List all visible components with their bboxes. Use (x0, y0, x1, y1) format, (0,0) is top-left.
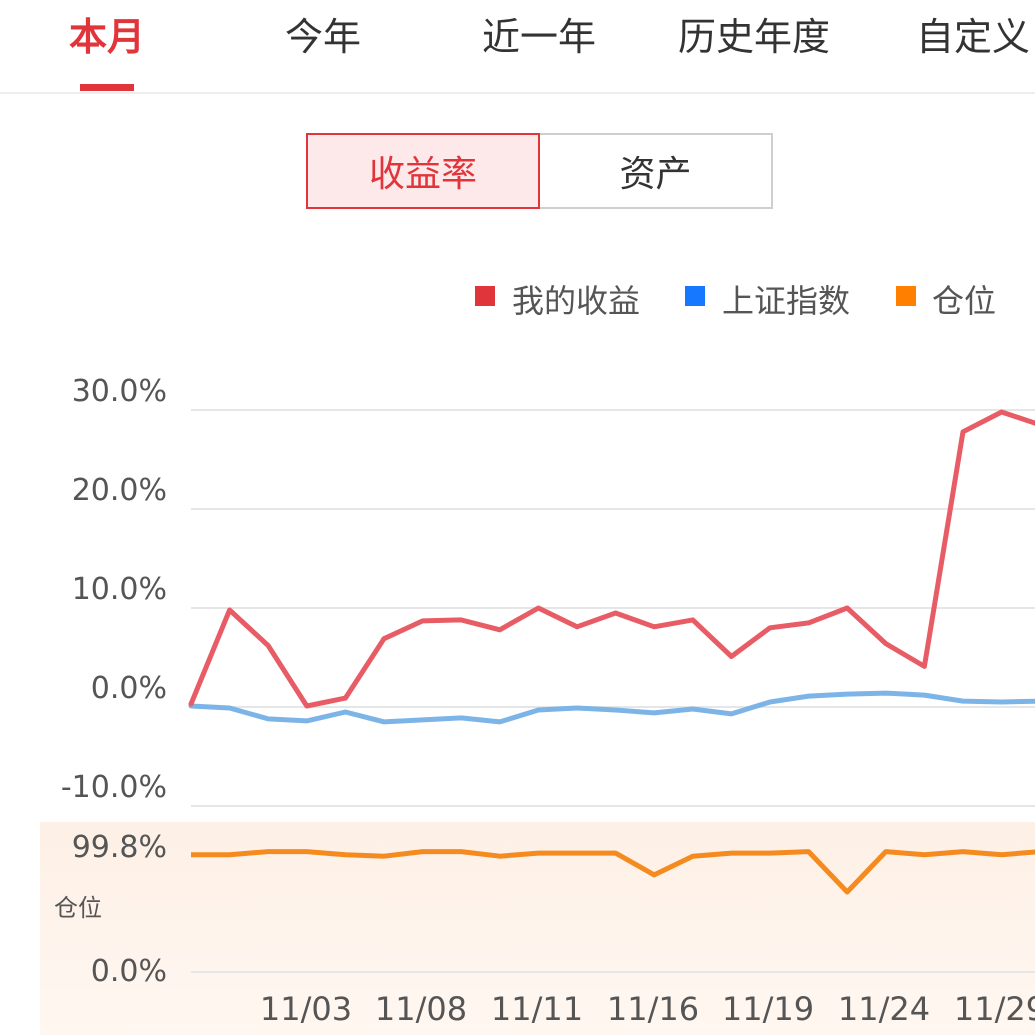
tab-this-year[interactable]: 今年 (285, 15, 362, 59)
legend-position[interactable]: 仓位 (932, 282, 997, 320)
y-tick-label: 30.0% (71, 374, 167, 409)
series-line-shanghai-index (188, 690, 1035, 725)
x-tick-label: 11/19 (721, 990, 815, 1028)
tab-this-month[interactable]: 本月 (69, 15, 146, 59)
position-axis-label: 仓位 (54, 894, 102, 922)
position-panel (40, 822, 1035, 1035)
x-tick-label: 11/11 (490, 990, 584, 1028)
y-tick-label: -10.0% (60, 770, 167, 805)
y-tick-label: 0.0% (90, 671, 167, 706)
series-line-my-return (188, 409, 1035, 709)
legend-shanghai-index[interactable]: 上证指数 (722, 282, 851, 320)
tab-last-year[interactable]: 近一年 (482, 15, 597, 59)
legend-swatch-position (896, 286, 916, 306)
legend-swatch-my-return (475, 286, 495, 306)
x-tick-label: 11/16 (606, 990, 700, 1028)
x-tick-label: 11/03 (259, 990, 353, 1028)
position-y-tick-label: 99.8% (71, 830, 167, 865)
x-tick-label: 11/24 (837, 990, 931, 1028)
series-line-position (191, 849, 1035, 895)
return-rate-toggle[interactable]: 收益率 (306, 133, 540, 209)
legend-swatch-index (685, 286, 705, 306)
period-tab-bar: 本月 今年 近一年 历史年度 自定义 (0, 0, 1035, 94)
legend-my-return[interactable]: 我的收益 (512, 282, 641, 320)
y-tick-label: 20.0% (71, 473, 167, 508)
position-y-tick-label: 0.0% (90, 954, 167, 989)
tab-custom[interactable]: 自定义 (916, 15, 1031, 59)
x-tick-label: 11/08 (374, 990, 468, 1028)
x-tick-label: 11/29 (953, 990, 1035, 1028)
active-tab-indicator (80, 84, 134, 91)
assets-toggle[interactable]: 资产 (538, 133, 773, 209)
tab-history-years[interactable]: 历史年度 (678, 15, 831, 59)
y-tick-label: 10.0% (71, 572, 167, 607)
